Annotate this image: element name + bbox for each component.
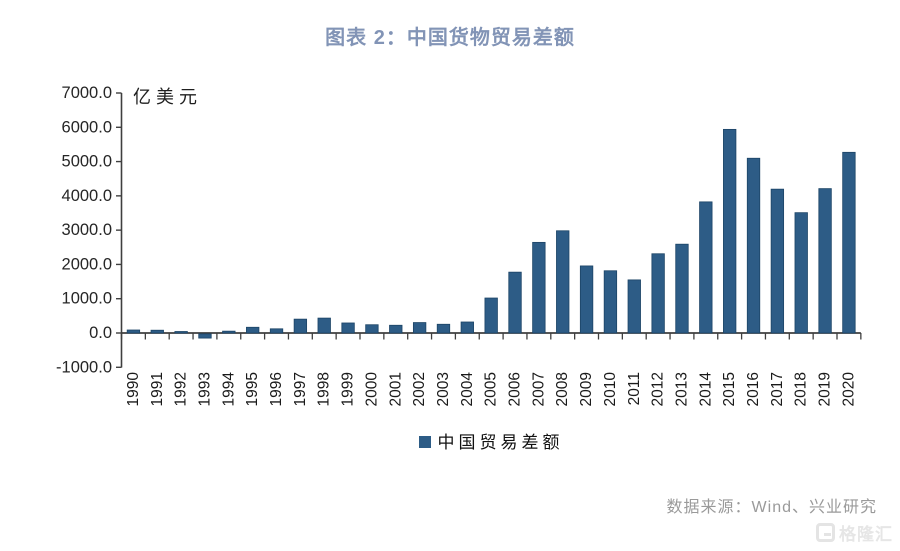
bar-2012 (651, 253, 665, 334)
x-tick-label-2008: 2008 (554, 372, 571, 406)
bar-2015 (723, 128, 737, 334)
bar-2017 (770, 188, 785, 334)
bar-1997 (293, 318, 308, 334)
legend-swatch (418, 435, 431, 448)
bar-2000 (365, 324, 379, 334)
x-tick-label-1996: 1996 (268, 372, 285, 406)
y-tick-label: 1000.0 (62, 290, 112, 308)
bar-2010 (603, 270, 618, 334)
x-tick-label-1998: 1998 (316, 372, 333, 406)
bar-1996 (269, 328, 284, 334)
x-tick-label-2009: 2009 (578, 372, 595, 406)
x-tick-label-2005: 2005 (483, 372, 500, 406)
x-tick-label-1991: 1991 (149, 372, 166, 406)
gelonghui-logo-icon (816, 523, 835, 542)
y-tick-label: 7000.0 (62, 84, 112, 102)
y-tick-label: 5000.0 (62, 153, 112, 171)
x-tick-label-2001: 2001 (387, 372, 404, 406)
x-tick-label-2006: 2006 (507, 372, 524, 406)
bar-1992 (174, 331, 188, 334)
x-tick-label-1995: 1995 (244, 372, 261, 406)
y-tick-label: 0.0 (89, 324, 112, 342)
bar-1993 (198, 333, 212, 339)
bar-2014 (699, 201, 713, 334)
x-tick-label-2007: 2007 (530, 372, 547, 406)
y-axis-unit-label: 亿美元 (133, 87, 202, 107)
bar-2003 (436, 323, 451, 334)
x-tick-label-2020: 2020 (840, 372, 857, 407)
data-source-note: 数据来源：Wind、兴业研究 (666, 499, 877, 516)
x-tick-label-1999: 1999 (340, 372, 357, 406)
watermark: 格隆汇 (816, 520, 893, 545)
x-tick-label-1997: 1997 (292, 372, 309, 406)
x-tick-label-2004: 2004 (459, 372, 476, 407)
bar-1990 (126, 329, 141, 334)
bar-1995 (246, 326, 260, 334)
x-tick-label-2003: 2003 (435, 372, 452, 406)
x-tick-label-2019: 2019 (817, 372, 834, 406)
bar-2004 (460, 321, 474, 334)
bar-1999 (341, 322, 355, 334)
x-tick-label-1994: 1994 (220, 372, 237, 407)
x-tick-label-2011: 2011 (626, 372, 643, 405)
y-tick-label: -1000.0 (56, 358, 112, 376)
x-tick-label-2000: 2000 (363, 372, 380, 407)
bar-2013 (675, 243, 689, 334)
bar-1991 (150, 329, 164, 334)
x-tick-label-2018: 2018 (793, 372, 810, 406)
bar-2001 (389, 324, 403, 334)
x-tick-label-2014: 2014 (697, 372, 714, 407)
bar-1994 (222, 330, 236, 334)
y-tick-label: 6000.0 (62, 118, 112, 136)
bar-2019 (818, 188, 832, 334)
x-tick-label-1992: 1992 (173, 372, 190, 406)
chart-title: 图表 2：中国货物贸易差额 (325, 27, 575, 49)
x-tick-label-2017: 2017 (769, 372, 786, 406)
y-tick-label: 2000.0 (62, 255, 112, 273)
x-tick-label-2015: 2015 (721, 372, 738, 406)
bar-1998 (317, 317, 331, 334)
legend-label: 中国贸易差额 (437, 433, 564, 452)
x-tick-label-2012: 2012 (650, 372, 667, 406)
watermark-text: 格隆汇 (839, 525, 893, 544)
bar-2002 (412, 322, 427, 334)
legend: 中国贸易差额 (121, 428, 861, 453)
bar-2006 (508, 271, 522, 334)
bar-2005 (484, 297, 498, 334)
x-tick-label-2010: 2010 (602, 372, 619, 407)
y-tick-label: 3000.0 (62, 221, 112, 239)
bar-2016 (746, 157, 761, 334)
bar-2007 (532, 241, 546, 334)
x-tick-label-2013: 2013 (673, 372, 690, 406)
bar-2018 (794, 212, 808, 334)
bar-2008 (556, 230, 570, 334)
bar-2011 (627, 279, 641, 334)
bar-2020 (842, 151, 856, 334)
y-tick-label: 4000.0 (62, 187, 112, 205)
x-tick-label-1990: 1990 (125, 372, 142, 407)
x-tick-label-2002: 2002 (411, 372, 428, 406)
x-tick-label-1993: 1993 (196, 372, 213, 406)
bar-2009 (579, 265, 594, 334)
x-tick-label-2016: 2016 (745, 372, 762, 406)
